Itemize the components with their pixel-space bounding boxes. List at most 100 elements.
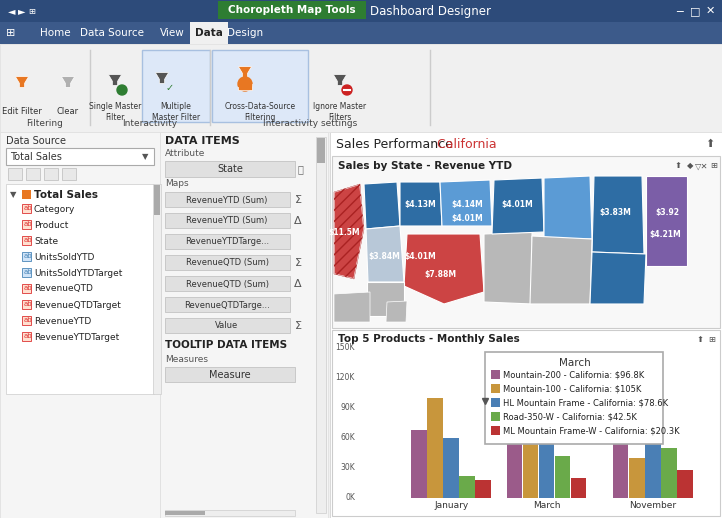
Text: $4.13M: $4.13M [404,199,436,209]
Text: ab: ab [24,237,32,243]
Text: Data Source: Data Source [6,136,66,146]
Text: ►: ► [18,6,25,16]
Text: RevenueYTDTarge...: RevenueYTDTarge... [185,237,269,247]
Text: November: November [630,501,677,511]
Text: Δ: Δ [294,216,302,226]
Text: Home: Home [40,28,71,38]
Text: Measures: Measures [165,355,208,365]
Polygon shape [440,180,492,226]
Text: DATA ITEMS: DATA ITEMS [165,136,240,146]
Text: □: □ [690,6,700,16]
Bar [492,370,500,379]
Polygon shape [646,176,687,266]
Text: Value: Value [215,322,239,330]
Text: Total Sales: Total Sales [10,152,62,162]
Text: ⊞: ⊞ [710,162,718,170]
Text: Product: Product [34,221,69,229]
Text: Σ: Σ [295,321,302,331]
Text: ab: ab [24,253,32,260]
Bar [218,1,366,19]
Bar [492,426,500,435]
Text: State: State [34,237,58,246]
Bar [443,438,458,498]
Bar [22,284,31,293]
Text: Sales Performance: Sales Performance [336,137,453,151]
Bar [0,0,722,22]
Text: RevenueQTD (Sum): RevenueQTD (Sum) [186,280,269,289]
Text: $4.01M: $4.01M [451,214,483,223]
Bar [523,393,539,498]
Polygon shape [364,182,400,229]
Polygon shape [61,77,74,88]
Bar [238,84,252,90]
Bar [492,384,500,393]
Bar [22,190,31,199]
Bar [165,297,290,312]
Bar [316,137,326,513]
Bar [6,148,154,165]
Text: Multiple
Master Filter: Multiple Master Filter [152,102,200,122]
Text: $3.84M: $3.84M [368,252,400,261]
Polygon shape [334,75,347,85]
Bar [160,132,328,518]
Bar [22,316,31,325]
Text: 90K: 90K [340,404,355,412]
Polygon shape [15,77,29,88]
Text: $4.21M: $4.21M [649,229,681,238]
Polygon shape [334,184,364,279]
Bar [26,168,40,180]
Text: Mountain-200 - California: $96.8K: Mountain-200 - California: $96.8K [503,370,645,380]
Text: ab: ab [24,318,32,324]
Bar [6,184,154,394]
Polygon shape [334,292,370,322]
Bar [22,252,31,261]
Text: ⬆: ⬆ [674,162,682,170]
Text: ✓: ✓ [166,83,174,93]
Text: RevenueYTDTarget: RevenueYTDTarget [34,333,119,341]
Bar [22,236,31,245]
Text: HL Mountain Frame - California: $78.6K: HL Mountain Frame - California: $78.6K [503,398,669,408]
Text: RevenueQTDTarget: RevenueQTDTarget [34,300,121,309]
Bar [154,185,160,215]
Polygon shape [108,75,121,85]
Polygon shape [530,236,592,304]
Bar [165,367,295,382]
Polygon shape [590,252,646,304]
Bar [492,398,500,407]
Text: ◄: ◄ [8,6,15,16]
Text: Total Sales: Total Sales [34,190,98,200]
Text: ⊞: ⊞ [708,335,716,343]
Text: RevenueYTD: RevenueYTD [34,316,91,325]
Bar [613,363,628,498]
Bar [645,433,661,498]
Text: ML Mountain Frame-W - California: $20.3K: ML Mountain Frame-W - California: $20.3K [503,426,680,436]
Polygon shape [155,73,169,83]
Polygon shape [400,182,442,226]
Text: Filtering: Filtering [27,120,64,128]
Text: ab: ab [24,301,32,308]
Bar [22,268,31,277]
Bar [677,470,692,498]
Text: Σ: Σ [295,195,302,205]
Text: ⬆: ⬆ [705,139,715,149]
Text: ab: ab [24,269,32,276]
Bar [44,168,58,180]
Bar [22,220,31,229]
Bar [165,511,205,515]
Text: $3.92: $3.92 [655,208,679,217]
Bar [539,420,554,498]
Text: Data Source: Data Source [80,28,144,38]
Text: Clear: Clear [57,108,79,117]
Bar [165,161,295,177]
Text: RevenueYTD (Sum): RevenueYTD (Sum) [186,217,268,225]
Bar [22,300,31,309]
Text: 0K: 0K [345,494,355,502]
Text: ab: ab [24,206,32,211]
Circle shape [342,85,352,95]
Text: Attribute: Attribute [165,150,205,159]
Bar [459,476,475,498]
Text: Δ: Δ [294,279,302,289]
Polygon shape [484,232,532,304]
Bar [475,480,491,498]
Circle shape [238,77,252,91]
